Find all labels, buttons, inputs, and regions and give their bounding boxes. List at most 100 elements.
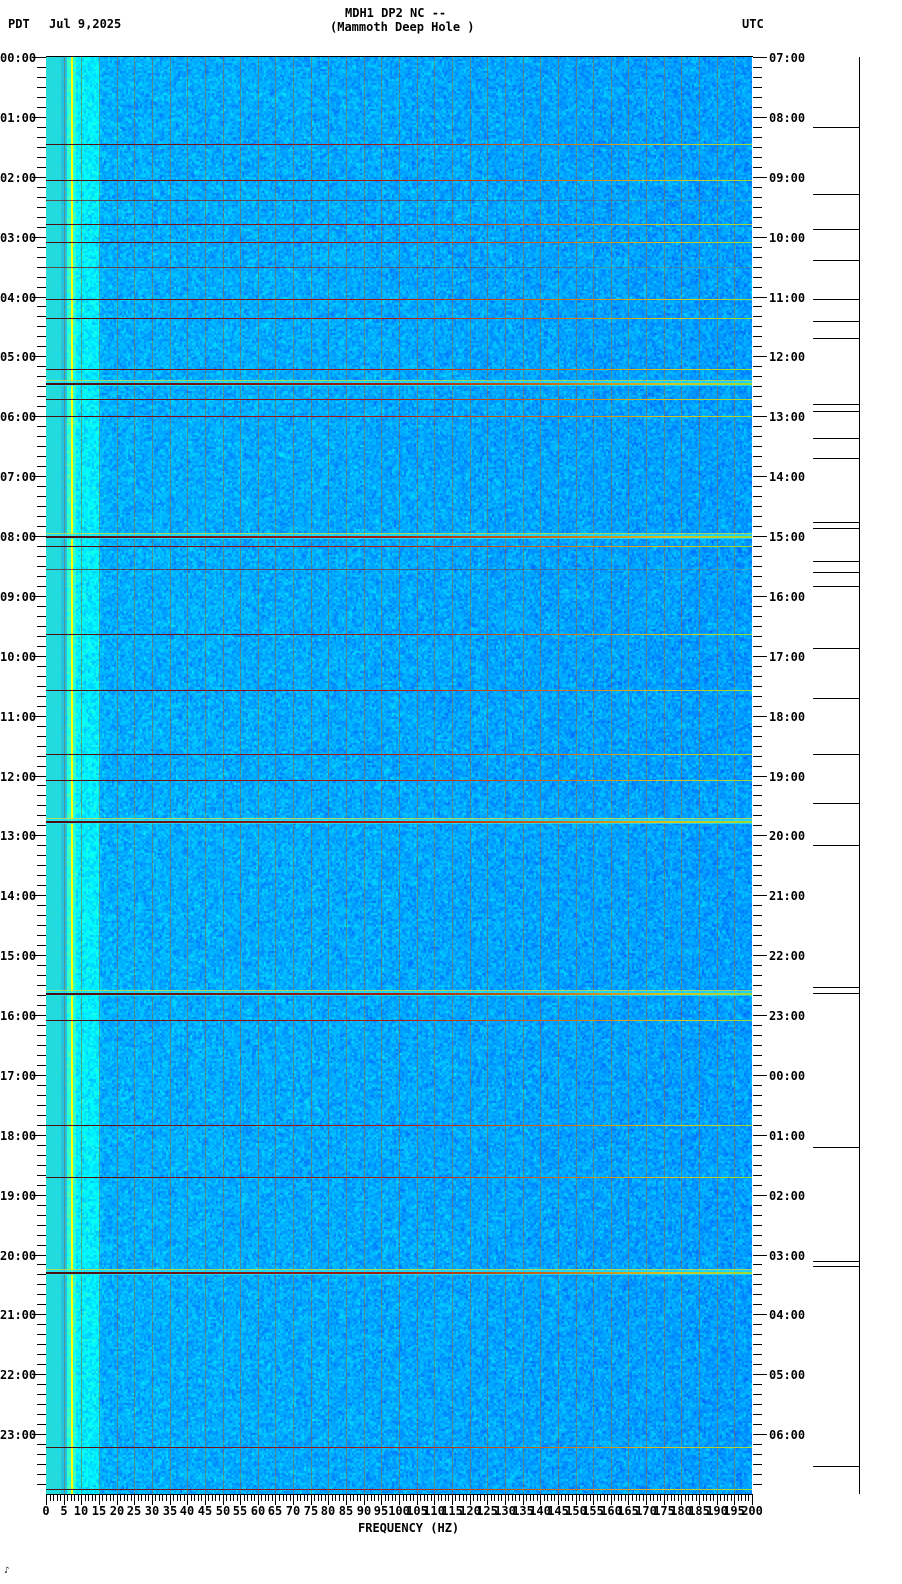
freq-tick-minor [650, 1495, 651, 1501]
time-tick-minor-right [753, 436, 762, 437]
freq-tick-minor [392, 1495, 393, 1501]
freq-tick-minor [124, 1495, 125, 1501]
event-mark [813, 338, 860, 339]
event-line-upper-fringe [46, 533, 752, 534]
time-tick-minor-right [753, 985, 762, 986]
freq-tick-minor [212, 1495, 213, 1501]
event-line [46, 383, 752, 385]
freq-label: 30 [145, 1504, 159, 1518]
time-tick-minor-left [37, 1115, 46, 1116]
time-tick-minor-left [37, 696, 46, 697]
time-tick-minor-left [37, 127, 46, 128]
freq-tick-minor [180, 1495, 181, 1501]
event-mark [813, 229, 860, 230]
time-tick-minor-left [37, 1294, 46, 1295]
freq-tick-minor [431, 1495, 432, 1501]
time-tick-minor-left [37, 666, 46, 667]
time-tick-minor-left [37, 676, 46, 677]
time-tick-minor-left [37, 77, 46, 78]
frequency-gridline [470, 57, 471, 1494]
time-tick-major-right [753, 1075, 767, 1076]
event-line [46, 299, 752, 300]
time-tick-minor-right [753, 905, 762, 906]
freq-tick-minor [413, 1495, 414, 1501]
frequency-gridline [134, 57, 135, 1494]
freq-tick-minor [724, 1495, 725, 1501]
freq-tick-minor [173, 1495, 174, 1501]
freq-tick-minor [194, 1495, 195, 1501]
freq-tick-minor [547, 1495, 548, 1501]
freq-label: 40 [180, 1504, 194, 1518]
spectrogram-plot[interactable] [46, 57, 752, 1494]
frequency-gridline [417, 57, 418, 1494]
event-line [46, 1125, 752, 1126]
freq-tick-minor [710, 1495, 711, 1501]
time-tick-minor-right [753, 965, 762, 966]
time-tick-minor-right [753, 386, 762, 387]
freq-tick-minor [688, 1495, 689, 1501]
frequency-gridline [734, 57, 735, 1494]
event-mark [813, 127, 860, 128]
time-tick-minor-left [37, 247, 46, 248]
event-line-upper-fringe [46, 818, 752, 819]
freq-tick-minor [554, 1495, 555, 1501]
freq-tick-minor [304, 1495, 305, 1501]
time-tick-minor-right [753, 1045, 762, 1046]
time-tick-minor-left [37, 845, 46, 846]
freq-tick-minor [261, 1495, 262, 1501]
freq-tick-minor [484, 1495, 485, 1501]
time-tick-minor-left [37, 905, 46, 906]
event-mark [813, 1266, 860, 1267]
freq-tick-minor [731, 1495, 732, 1501]
event-line [46, 1177, 752, 1178]
time-tick-minor-right [753, 1334, 762, 1335]
freq-tick-minor [283, 1495, 284, 1501]
freq-tick-minor [67, 1495, 68, 1501]
event-line [46, 180, 752, 181]
time-tick-minor-right [753, 915, 762, 916]
frequency-gridline [187, 57, 188, 1494]
station-title: MDH1 DP2 NC -- [345, 6, 446, 20]
frequency-gridline [593, 57, 594, 1494]
frequency-gridline [611, 57, 612, 1494]
freq-tick-minor [696, 1495, 697, 1501]
freq-tick-minor [237, 1495, 238, 1501]
time-label-right: 14:00 [769, 470, 805, 484]
freq-tick-minor [748, 1495, 749, 1501]
time-tick-minor-left [37, 746, 46, 747]
frequency-axis-label: FREQUENCY (HZ) [358, 1521, 459, 1535]
frequency-gridline [152, 57, 153, 1494]
freq-tick-minor [191, 1495, 192, 1501]
time-tick-minor-left [37, 1394, 46, 1395]
event-line-upper-fringe [46, 990, 752, 991]
freq-tick-minor [78, 1495, 79, 1501]
freq-label: 90 [357, 1504, 371, 1518]
time-tick-major-right [753, 57, 767, 58]
event-mark [813, 194, 860, 195]
time-tick-major-right [753, 1135, 767, 1136]
frequency-gridline [346, 57, 347, 1494]
time-tick-minor-right [753, 486, 762, 487]
event-line [46, 1272, 752, 1274]
freq-tick-minor [643, 1495, 644, 1501]
time-tick-minor-right [753, 1354, 762, 1355]
time-tick-minor-right [753, 576, 762, 577]
frequency-gridline [505, 57, 506, 1494]
time-tick-minor-right [753, 845, 762, 846]
time-tick-minor-left [37, 376, 46, 377]
freq-tick-minor [353, 1495, 354, 1501]
time-tick-minor-right [753, 147, 762, 148]
freq-tick-minor [230, 1495, 231, 1501]
frequency-gridline [434, 57, 435, 1494]
time-label-right: 12:00 [769, 350, 805, 364]
frequency-gridline [576, 57, 577, 1494]
freq-tick-minor [388, 1495, 389, 1501]
time-tick-major-right [753, 356, 767, 357]
freq-tick-minor [685, 1495, 686, 1501]
freq-tick-minor [385, 1495, 386, 1501]
freq-tick-minor [621, 1495, 622, 1501]
time-tick-minor-left [37, 316, 46, 317]
freq-tick-minor [254, 1495, 255, 1501]
freq-tick-minor [226, 1495, 227, 1501]
time-tick-minor-right [753, 506, 762, 507]
